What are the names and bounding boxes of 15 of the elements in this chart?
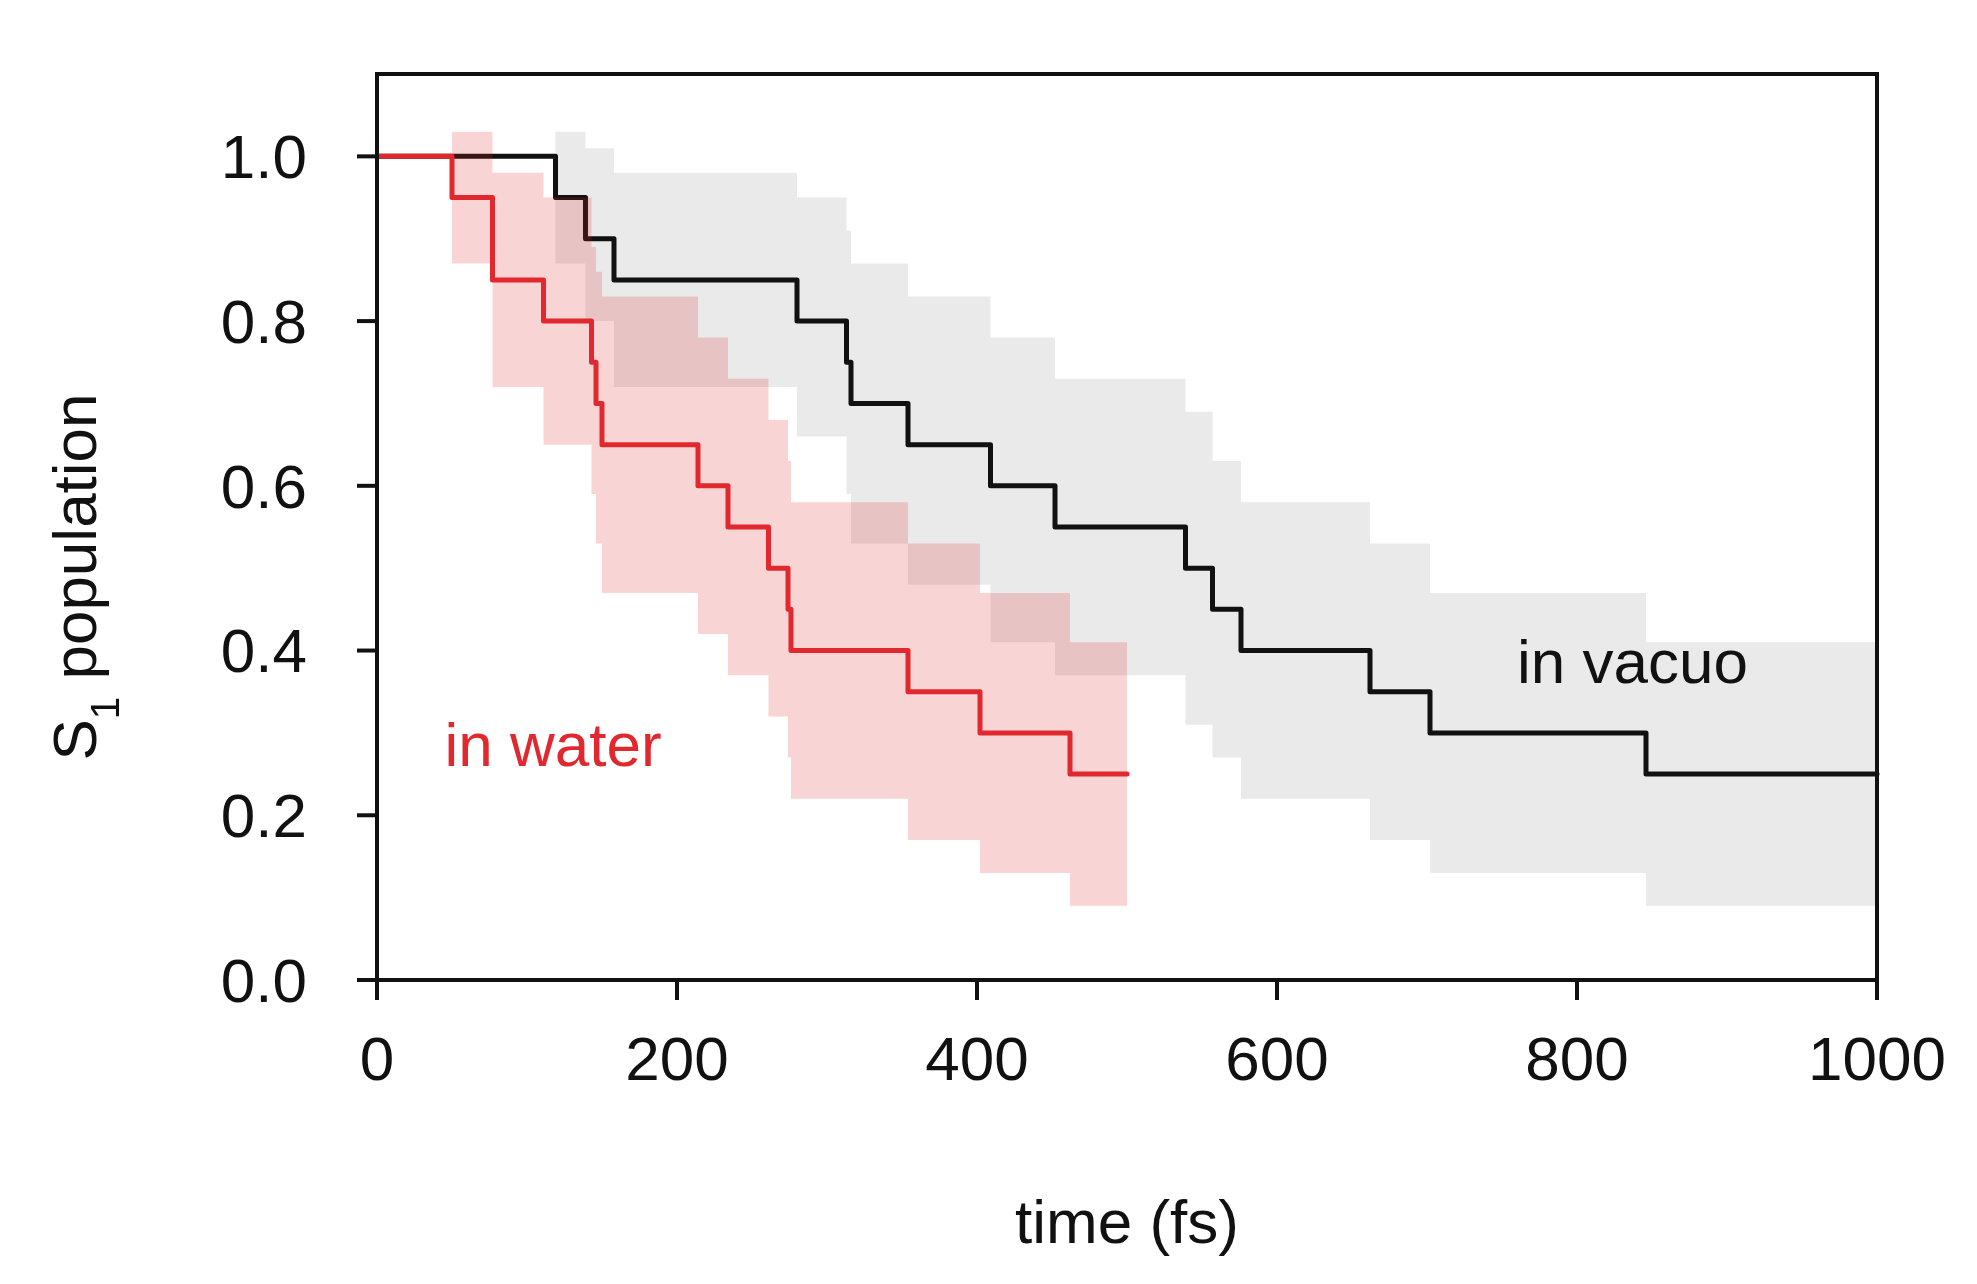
x-axis-title: time (fs) [1015,1187,1239,1256]
y-tick-label: 0.8 [220,286,307,356]
series-label: in vacuo [1517,627,1748,697]
x-tick-label: 600 [1225,1024,1329,1093]
y-tick-label: 1.0 [220,122,307,192]
x-tick-label: 800 [1525,1024,1629,1093]
y-tick-label: 0.6 [220,451,307,521]
x-tick-label: 200 [625,1024,729,1093]
x-tick-label: 0 [359,1024,395,1093]
x-tick-label: 400 [925,1024,1029,1093]
y-tick-label: 0.4 [220,616,307,686]
text: in water [444,709,662,779]
x-tick-label: 1000 [1808,1024,1946,1093]
y-tick-label: 0.2 [220,780,307,850]
y-tick-label: 0.0 [220,945,307,1015]
